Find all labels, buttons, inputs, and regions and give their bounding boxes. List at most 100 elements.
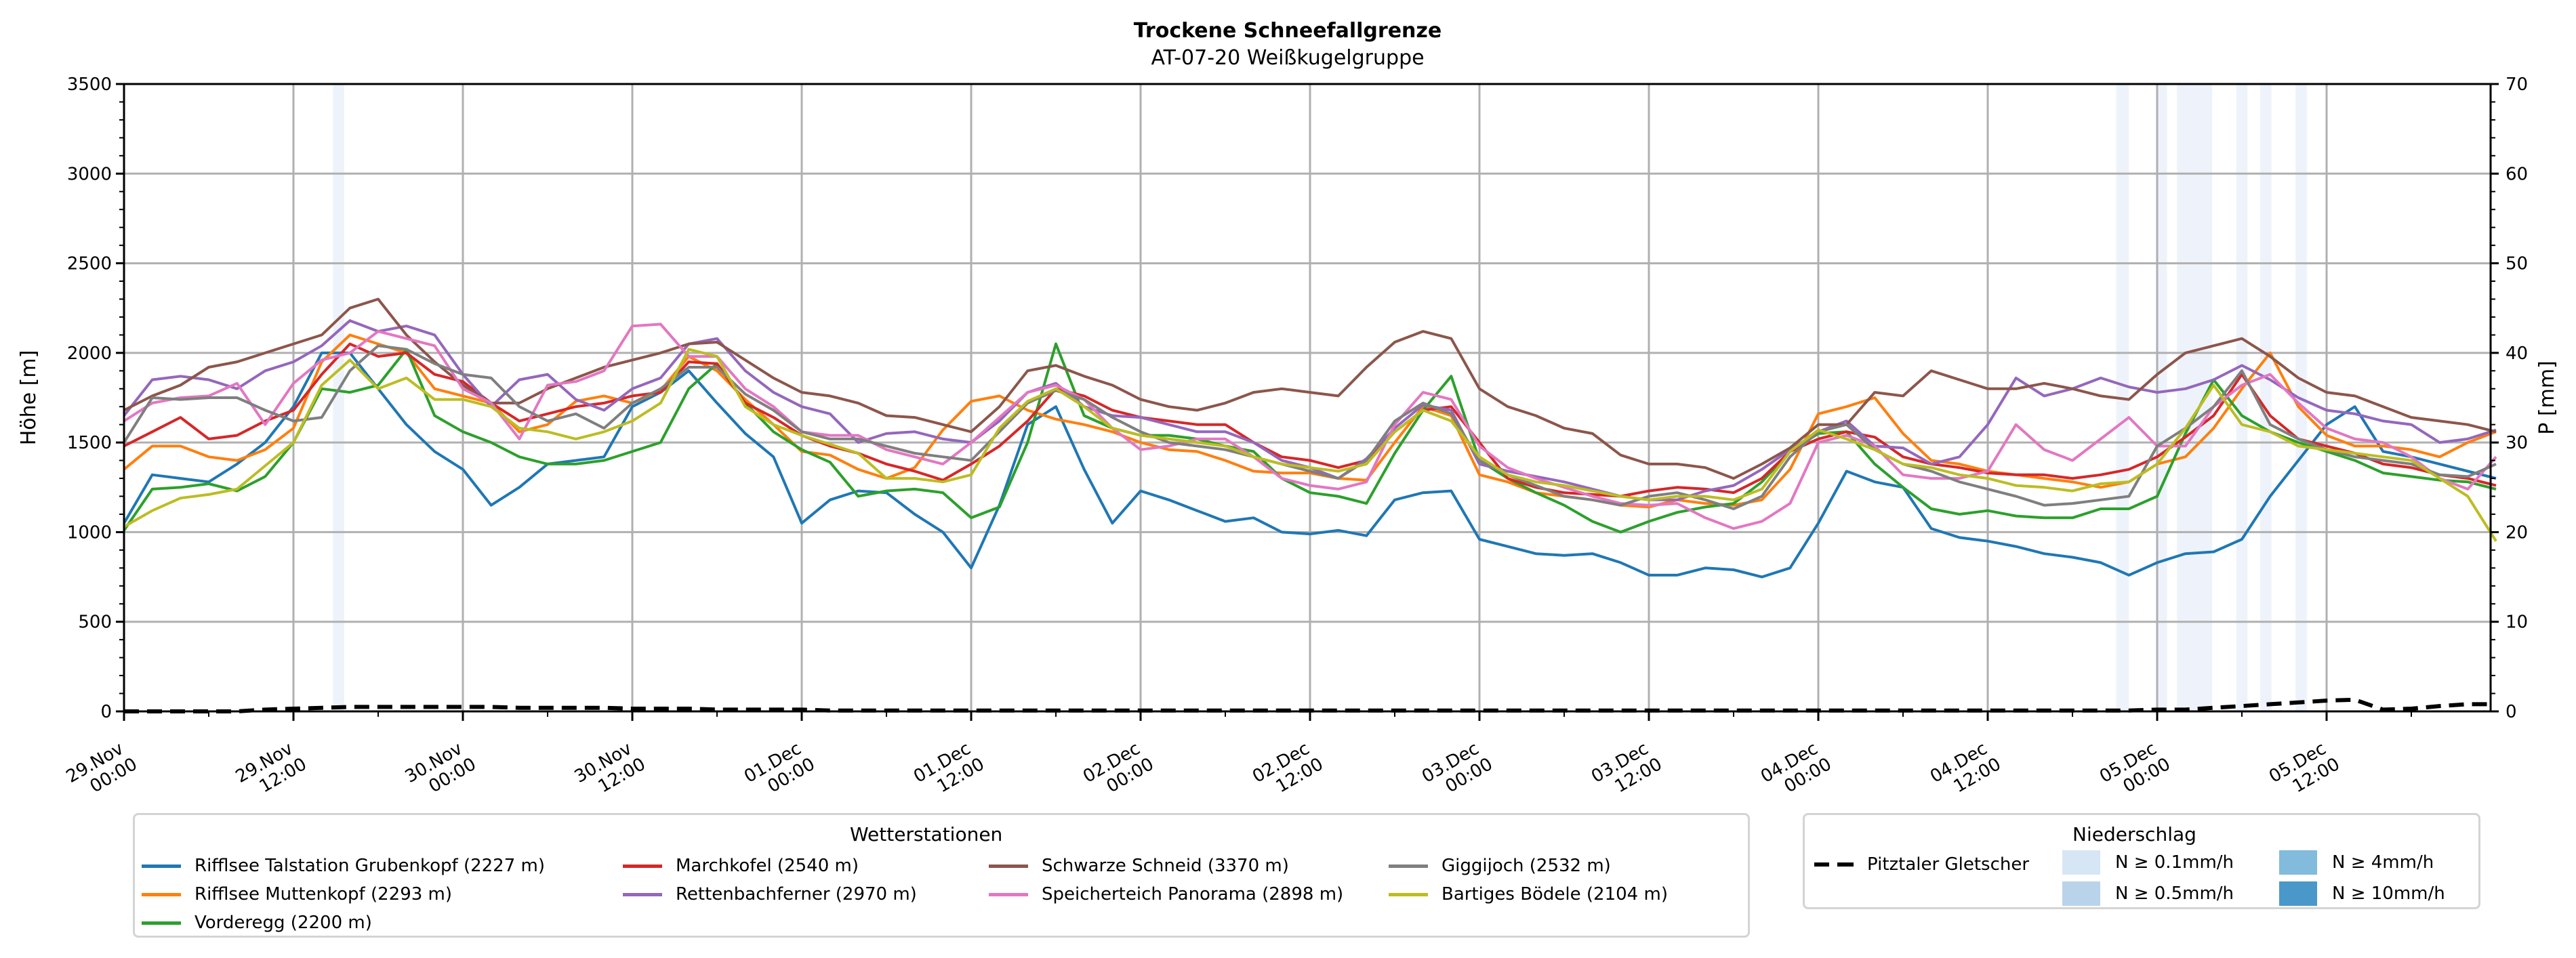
legend-item-precip-class: N ≥ 10mm/h [2279, 881, 2445, 906]
line-swatch [623, 864, 662, 868]
legend-label: Rettenbachferner (2970 m) [676, 884, 917, 904]
line-swatch [142, 864, 181, 868]
y-tick-label: 1000 [67, 522, 112, 543]
series-line [123, 342, 2497, 534]
legend-label: Schwarze Schneid (3370 m) [1042, 856, 1289, 876]
y-tick-label: 1500 [67, 433, 112, 453]
plot-frame [123, 83, 2492, 713]
legend-precip-title: Niederschlag [2072, 823, 2196, 846]
line-swatch [1389, 892, 1428, 896]
series-line [123, 322, 2497, 530]
station-series [123, 297, 2497, 579]
legend-stations-title: Wetterstationen [850, 823, 1003, 846]
y-tick-label: 0 [100, 702, 112, 722]
legend-label: Marchkofel (2540 m) [676, 856, 859, 876]
color-swatch [2062, 881, 2100, 906]
y-tick-label: 500 [78, 612, 112, 633]
legend-label: Pitztaler Gletscher [1867, 854, 2030, 875]
precip-band [333, 84, 344, 711]
y-axis-right-label: P [mm] [2535, 360, 2559, 434]
precip-line [124, 697, 2491, 713]
legend-item-station: Rifflsee Talstation Grubenkopf (2227 m) [142, 856, 545, 876]
chart-subtitle: AT-07-20 Weißkugelgruppe [1151, 46, 1424, 70]
y-right-tick-label: 10 [2506, 612, 2528, 633]
legend-item-station: Giggijoch (2532 m) [1389, 856, 1611, 876]
chart-title: Trockene Schneefallgrenze [1134, 19, 1442, 43]
legend-label: N ≥ 0.5mm/h [2115, 883, 2234, 904]
legend-label: Rifflsee Talstation Grubenkopf (2227 m) [195, 856, 546, 876]
y-right-tick-label: 40 [2506, 343, 2528, 364]
legend-precip: Niederschlag Pitztaler Gletscher N ≥ 0.1… [1803, 813, 2480, 909]
line-swatch [623, 892, 662, 896]
legend-item-station: Bartiges Bödele (2104 m) [1389, 884, 1668, 904]
legend-label: N ≥ 0.1mm/h [2115, 852, 2234, 873]
dashed-line-swatch [1814, 862, 1854, 867]
legend-label: Bartiges Bödele (2104 m) [1442, 884, 1668, 904]
color-swatch [2279, 881, 2317, 906]
legend-label: Giggijoch (2532 m) [1442, 856, 1611, 876]
y-axis-label: Höhe [m] [17, 350, 41, 446]
legend-item-precip-class: N ≥ 4mm/h [2279, 850, 2434, 875]
series-line [123, 342, 2497, 498]
y-tick-label: 3000 [67, 164, 112, 184]
line-swatch [142, 921, 181, 925]
legend-item-station: Rifflsee Muttenkopf (2293 m) [142, 884, 452, 904]
legend-stations: Wetterstationen Rifflsee Talstation Grub… [133, 813, 1750, 938]
y-right-tick-label: 0 [2506, 702, 2517, 722]
color-swatch [2279, 850, 2317, 875]
precip-band [2155, 84, 2167, 711]
y-tick-label: 2500 [67, 254, 112, 274]
series-line [123, 333, 2497, 509]
legend-item-station: Marchkofel (2540 m) [623, 856, 859, 876]
y-right-tick-label: 70 [2506, 75, 2528, 95]
y-tick-label: 2000 [67, 343, 112, 364]
legend-item-station: Vorderegg (2200 m) [142, 913, 372, 933]
legend-item-station: Speicherteich Panorama (2898 m) [989, 884, 1343, 904]
line-swatch [989, 892, 1028, 896]
legend-label: Speicherteich Panorama (2898 m) [1042, 884, 1344, 904]
y-right-tick-label: 20 [2506, 522, 2528, 543]
line-swatch [1389, 864, 1428, 868]
legend-item-precip-class: N ≥ 0.1mm/h [2062, 850, 2234, 875]
precip-series [124, 697, 2491, 713]
y-axis-left: 0 500 1000 1500 2000 2500 3000 3500 [67, 75, 124, 722]
precip-band [2260, 84, 2272, 711]
line-swatch [142, 892, 181, 896]
line-swatch [989, 864, 1028, 868]
legend-label: N ≥ 4mm/h [2332, 852, 2434, 873]
legend-label: Rifflsee Muttenkopf (2293 m) [195, 884, 453, 904]
series-line [123, 297, 2497, 480]
legend-item-station: Schwarze Schneid (3370 m) [989, 856, 1289, 876]
legend-item-station: Rettenbachferner (2970 m) [623, 884, 917, 904]
y-right-tick-label: 50 [2506, 254, 2528, 274]
precip-band [2236, 84, 2248, 711]
legend-item-pitztaler: Pitztaler Gletscher [1814, 854, 2029, 875]
series-line [123, 344, 2497, 510]
legend-label: N ≥ 10mm/h [2332, 883, 2445, 904]
legend-item-precip-class: N ≥ 0.5mm/h [2062, 881, 2234, 906]
y-tick-label: 3500 [67, 75, 112, 95]
series-line [123, 351, 2497, 579]
y-right-tick-label: 60 [2506, 164, 2528, 184]
legend-label: Vorderegg (2200 m) [195, 913, 372, 933]
y-right-tick-label: 30 [2506, 433, 2528, 453]
series-line [123, 348, 2497, 542]
color-swatch [2062, 850, 2100, 875]
y-axis-right: 0 10 20 30 40 50 60 70 [2491, 75, 2528, 722]
